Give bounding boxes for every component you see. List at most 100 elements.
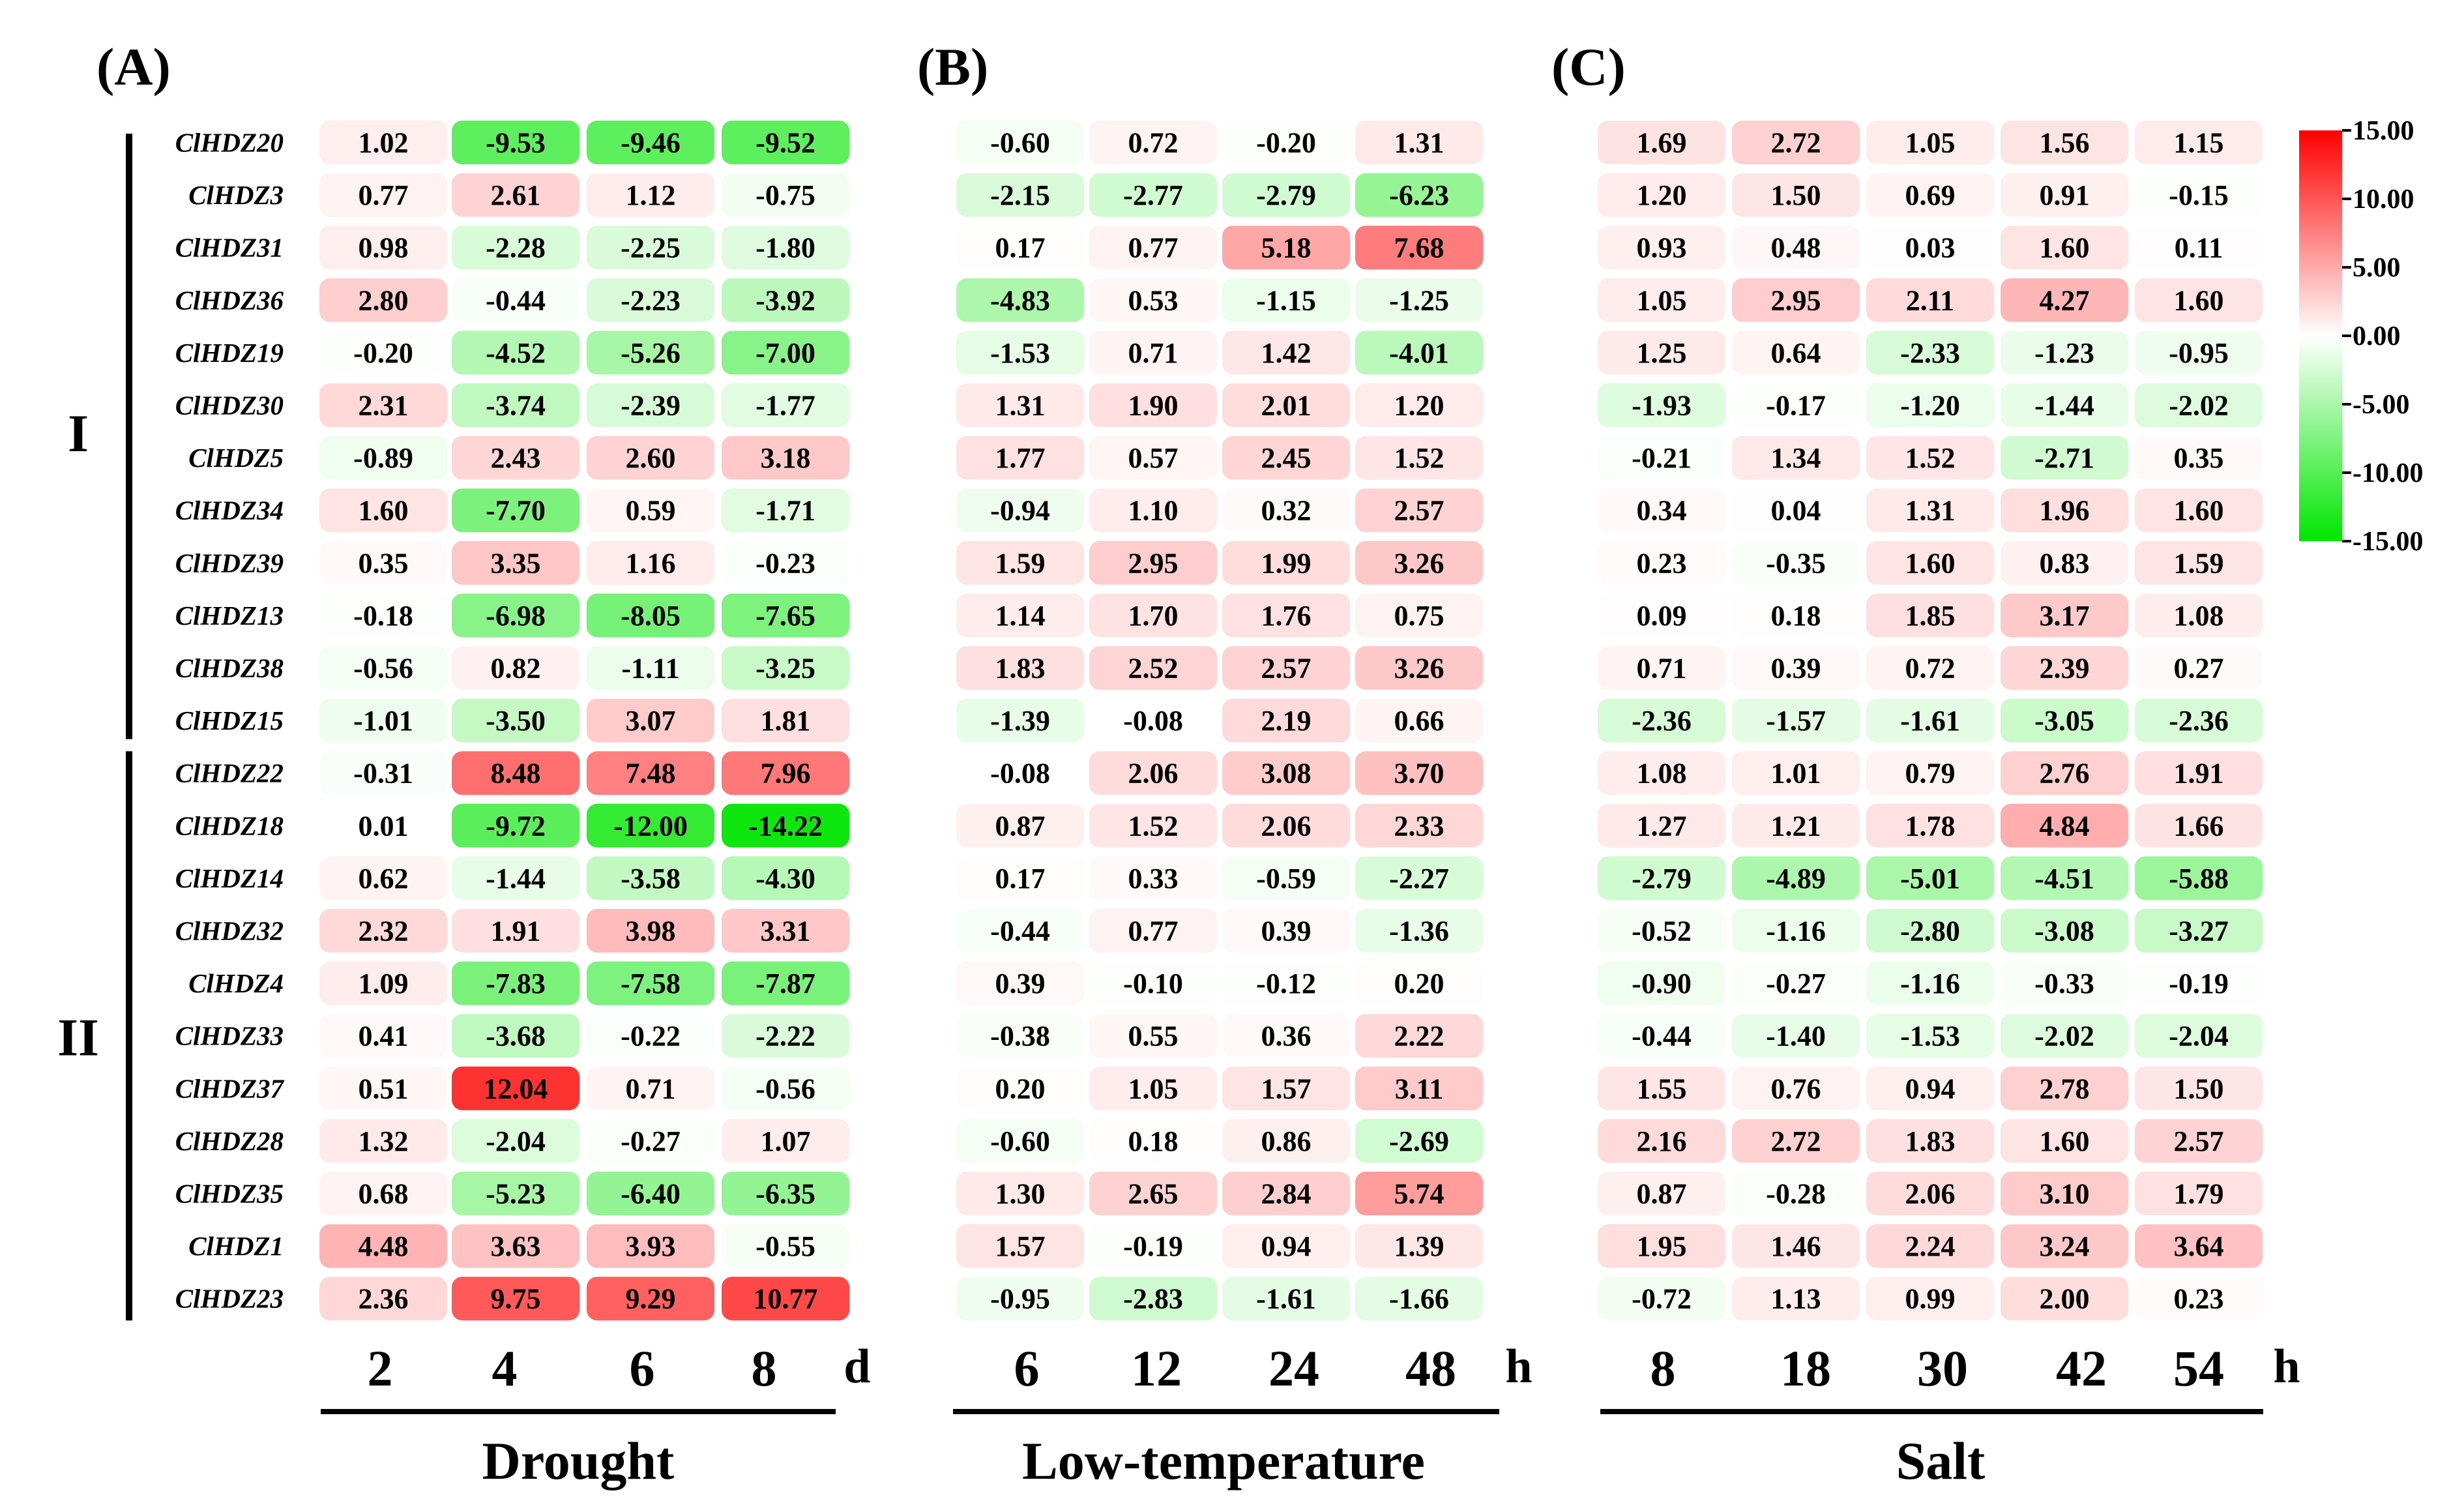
cell-value: 1.34 [1771, 442, 1821, 474]
heatmap-cell [319, 278, 447, 322]
heatmap-cell [1866, 856, 1994, 900]
cell-value: -2.83 [1123, 1283, 1183, 1315]
cell-value: -4.52 [486, 337, 546, 369]
heatmap-cell [722, 173, 849, 217]
cell-value: 5.74 [1394, 1178, 1445, 1210]
heatmap-cell [587, 1119, 714, 1163]
heatmap-cell [2001, 331, 2128, 375]
heatmap-cell [2001, 593, 2128, 638]
heatmap-cell [722, 226, 849, 270]
heatmap-cell [319, 1014, 447, 1058]
heatmap-cell [2135, 173, 2263, 217]
heatmap-cell [1598, 751, 1725, 795]
heatmap-cell [1089, 488, 1217, 533]
cell-value: -2.39 [621, 390, 681, 422]
heatmap-cell [587, 173, 714, 217]
heatmap-cell [1355, 278, 1483, 322]
heatmap-cell [1598, 646, 1725, 690]
heatmap-cell [1355, 751, 1483, 795]
cell-value: 1.14 [995, 600, 1046, 632]
heatmap-cell [1222, 331, 1350, 375]
cell-value: -1.11 [621, 653, 679, 685]
heatmap-cell [1089, 1172, 1217, 1215]
heatmap-cell [587, 121, 714, 164]
heatmap-cell [1598, 1224, 1725, 1268]
cell-value: 1.02 [359, 127, 409, 159]
heatmap-cell [2001, 383, 2128, 427]
heatmap-cell [1598, 226, 1725, 270]
cell-value: 1.30 [995, 1178, 1046, 1210]
cell-value: 3.10 [2040, 1178, 2090, 1210]
cell-value: 2.06 [1261, 810, 1312, 842]
heatmap-cell [1732, 803, 1860, 848]
heatmap-cell [1866, 1014, 1994, 1058]
heatmap-cell [2001, 751, 2128, 795]
cell-value: 0.76 [1771, 1073, 1821, 1104]
heatmap-cell [319, 436, 447, 480]
cell-value: 2.24 [1905, 1230, 1956, 1262]
heatmap-cell [1732, 1014, 1860, 1058]
heatmap-cell [1732, 751, 1860, 795]
heatmap-cell [1866, 226, 1994, 270]
cell-value: -1.16 [1766, 915, 1826, 947]
heatmap-cell [956, 541, 1084, 585]
cell-value: 1.96 [2040, 495, 2090, 527]
cell-value: 0.32 [1261, 495, 1312, 527]
heatmap-cell [1866, 1172, 1994, 1215]
gene-label: ClHDZ36 [175, 285, 284, 315]
cell-value: 2.06 [1905, 1178, 1956, 1210]
gene-label: ClHDZ5 [188, 443, 284, 473]
cell-value: -1.66 [1389, 1283, 1449, 1315]
heatmap-cell [956, 803, 1084, 848]
cell-value: 0.33 [1128, 863, 1179, 895]
heatmap-cell [1222, 173, 1350, 217]
heatmap-cell [1355, 331, 1483, 375]
heatmap-cell [587, 488, 714, 533]
cell-value: 1.52 [1128, 810, 1179, 842]
cell-value: -2.22 [755, 1020, 815, 1052]
heatmap-cell [1598, 1172, 1725, 1215]
colorbar-tick-label: 15.00 [2353, 116, 2414, 146]
heatmap-cell [2001, 488, 2128, 533]
cell-value: -0.90 [1632, 968, 1692, 1000]
cell-value: 1.46 [1771, 1230, 1821, 1262]
cell-value: -1.61 [1256, 1283, 1316, 1315]
gene-label: ClHDZ30 [175, 391, 284, 421]
cell-value: 1.79 [2174, 1178, 2224, 1210]
cell-value: 3.70 [1394, 758, 1445, 790]
cell-value: 2.33 [1394, 810, 1445, 842]
heatmap-cell [1732, 278, 1860, 322]
heatmap-cell [319, 698, 447, 743]
heatmap-labels: (A) 1.02 -9.53 -9.46 -9.52 0.77 2.61 1.12 -0.75 0… [57, 37, 2423, 1490]
heatmap-cell [2001, 173, 2128, 217]
cell-value: 3.35 [491, 547, 541, 579]
cell-value: 7.96 [761, 758, 811, 790]
gene-label: ClHDZ33 [175, 1021, 284, 1051]
heatmap-cell [1355, 803, 1483, 848]
cell-value: 1.21 [1771, 810, 1821, 842]
cell-value: -1.01 [353, 705, 413, 737]
cell-value: 0.35 [359, 547, 409, 579]
gene-label: ClHDZ14 [175, 863, 284, 893]
heatmap-cell [1598, 383, 1725, 427]
heatmap-cell [1222, 803, 1350, 848]
cell-value: 0.18 [1771, 600, 1821, 632]
heatmap-cell [2001, 541, 2128, 585]
heatmap-cell [1222, 698, 1350, 743]
group-label: I [68, 404, 89, 463]
cell-value: 0.91 [2040, 179, 2090, 211]
gene-label: ClHDZ19 [175, 338, 284, 368]
cell-value: -1.23 [2034, 337, 2094, 369]
heatmap-cell [1089, 436, 1217, 480]
cell-value: 0.59 [626, 495, 676, 527]
cell-value: 0.03 [1905, 232, 1956, 264]
cell-value: -0.75 [755, 179, 815, 211]
heatmap-cell [1598, 1119, 1725, 1163]
cell-value: -0.94 [990, 495, 1050, 527]
heatmap-cell [1355, 541, 1483, 585]
heatmap-cell [722, 593, 849, 638]
cell-value: 2.19 [1261, 705, 1312, 737]
cell-value: 0.41 [359, 1020, 409, 1052]
heatmap-cell [1222, 1119, 1350, 1163]
